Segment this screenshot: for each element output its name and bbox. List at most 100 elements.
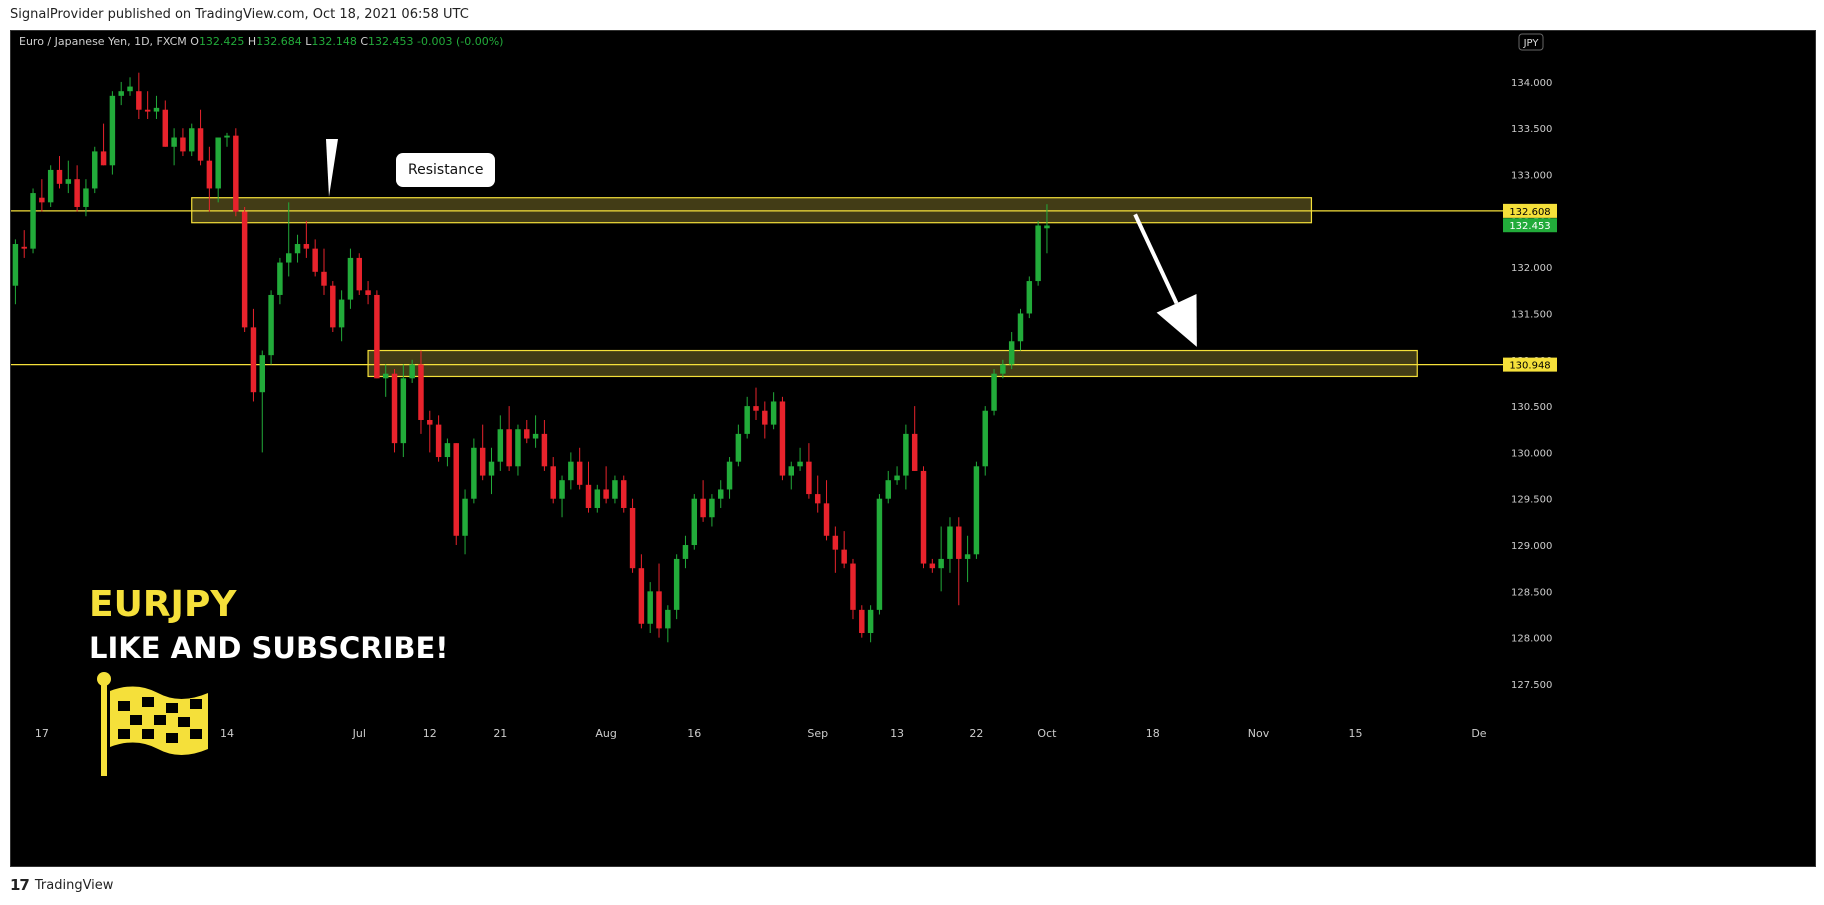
candle-body [136,91,142,110]
candle-body [365,290,371,295]
candle-body [294,244,301,254]
y-tick-label: 130.500 [1511,402,1552,413]
candle-body [162,109,169,147]
candle-body [814,494,821,504]
candle-body [330,285,336,328]
x-tick-label: 17 [35,727,49,740]
candle-body [206,160,213,189]
candle-body [585,484,592,508]
candle-body [356,257,362,291]
candle-body [180,137,186,152]
candle-body [197,128,204,161]
candle-body [700,498,706,518]
candle-body [65,179,72,184]
candle-body [762,410,768,425]
candle-body [788,466,794,476]
symbol-info-part: 132.425 [199,35,248,48]
candle-body [400,378,407,444]
candle-body [224,135,230,138]
y-tick-label: 133.000 [1511,171,1552,182]
tradingview-brand[interactable]: TradingView [34,877,114,893]
candle-body [12,244,19,286]
candle-body [973,466,980,555]
candle-body [832,535,839,550]
candle-body [488,461,495,476]
promo-subtitle: LIKE AND SUBSCRIBE! [89,631,449,665]
candle-body [938,558,944,569]
candle-body [956,526,962,559]
candle-body [647,591,653,624]
candle-body [947,526,953,559]
candle-body [524,429,530,439]
candle-body [1035,225,1041,282]
candle-body [453,443,459,536]
candle-body [841,549,847,564]
zone-box-1 [367,349,1418,378]
candle-body [241,211,248,328]
symbol-info-part: L [305,35,312,48]
candle-body [321,271,327,286]
y-tick-label: 127.500 [1511,680,1552,691]
symbol-info-part: 132.684 [256,35,305,48]
candle-body [753,406,759,411]
candle-body [30,193,36,249]
candle-body [876,498,883,610]
x-tick-label: Jul [352,727,366,740]
y-tick-label: 134.000 [1511,78,1552,89]
down-arrow-shaft [1133,213,1179,305]
candle-body [462,498,468,536]
candle-body [797,461,803,467]
chart-area[interactable]: Euro / Japanese Yen, 1D, FXCM O132.425 H… [10,30,1816,867]
y-tick-label: 129.500 [1511,495,1552,506]
y-tick-label: 130.000 [1511,448,1552,459]
candle-body [964,554,971,559]
x-tick-label: 14 [220,727,234,740]
x-tick-label: 21 [493,727,507,740]
tradingview-logo-icon[interactable]: 17 [10,876,30,894]
candle-body [1008,341,1015,365]
candle-body [259,355,266,393]
candle-body [479,447,486,476]
candle-body [903,433,909,476]
candle-body [100,151,107,166]
price-label-1: 132.453 [1509,221,1550,232]
callout-tail [325,139,338,197]
price-label-bg-1 [1503,218,1557,233]
candlestick-chart[interactable]: Euro / Japanese Yen, 1D, FXCM O132.425 H… [11,31,1815,866]
candle-body [911,433,918,471]
candle-body [303,244,310,249]
candle-body [285,253,292,263]
candle-body [559,480,565,499]
candle-body [153,107,160,112]
candle-body [735,433,742,462]
candle-body [444,443,451,458]
candle-body [374,294,380,379]
price-label-bg-2 [1503,357,1557,372]
candle-body [656,591,662,629]
price-label-bg-0 [1503,203,1557,218]
candle-body [726,461,733,490]
publish-header: SignalProvider published on TradingView.… [10,7,469,22]
x-tick-label: 13 [890,727,904,740]
candle-body [867,609,874,634]
candle-body [250,327,257,393]
symbol-info-part: C [360,35,368,48]
candle-body [665,609,671,629]
candle-body [621,480,627,508]
candle-body [682,545,689,559]
candle-body [215,137,221,189]
candle-body [435,424,442,458]
candle-body [347,257,354,300]
candle-body [629,507,636,569]
y-tick-label: 132.000 [1511,263,1552,274]
candle-body [427,419,433,425]
candle-body [144,109,151,112]
candle-body [532,433,539,439]
checkered-flag-icon [97,672,208,776]
symbol-info-part: 132.148 [311,35,360,48]
x-tick-label: 16 [687,727,701,740]
candle-body [471,447,477,499]
candle-body [189,128,195,152]
candle-body [859,609,865,634]
candle-body [594,489,601,508]
